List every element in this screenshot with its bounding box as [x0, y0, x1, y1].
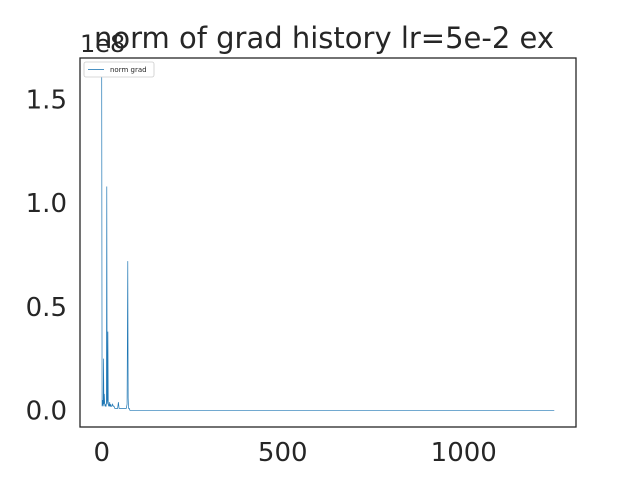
- y-axis-ticks: 0.0 0.5 1.0 1.5: [26, 85, 67, 426]
- x-tick-label: 500: [258, 438, 308, 468]
- chart-title: norm of grad history lr=5e-2 ex: [94, 21, 554, 55]
- y-tick-label: 0.0: [26, 396, 67, 426]
- legend: norm grad: [83, 61, 155, 78]
- x-tick-label: 0: [93, 438, 110, 468]
- y-tick-label: 1.5: [26, 85, 67, 115]
- legend-label-norm-grad: norm grad: [110, 66, 147, 74]
- x-axis-ticks: 0 500 1000: [93, 438, 496, 468]
- y-tick-label: 0.5: [26, 293, 67, 323]
- y-tick-label: 1.0: [26, 189, 67, 219]
- x-tick-label: 1000: [431, 438, 497, 468]
- y-axis-offset-label: 1e8: [80, 30, 125, 58]
- legend-box: [83, 61, 155, 78]
- series-line-norm-grad: [101, 74, 555, 411]
- plot-area: [79, 57, 577, 428]
